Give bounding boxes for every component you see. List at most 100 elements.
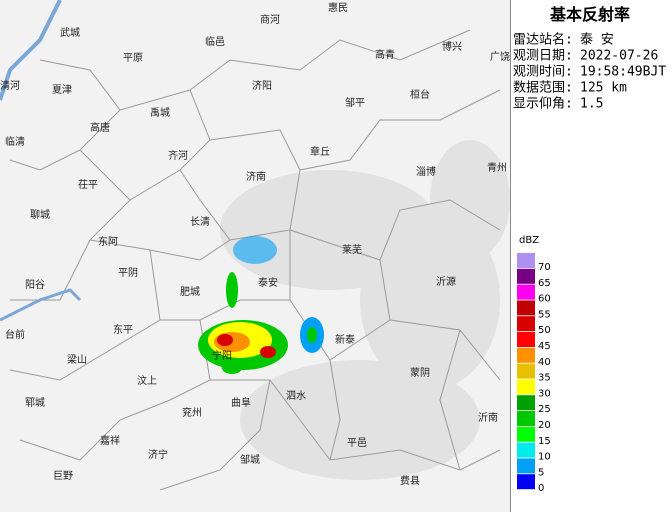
place-label: 郓城: [25, 397, 45, 409]
legend-label: 20: [538, 420, 551, 431]
legend-swatch: [517, 316, 535, 332]
place-label: 梁山: [67, 353, 87, 366]
legend-swatch: [517, 268, 535, 284]
place-label: 沂南: [478, 411, 498, 424]
place-label: 高青: [375, 48, 395, 61]
place-label: 汶上: [137, 374, 157, 387]
legend-label: 70: [538, 262, 551, 273]
place-label: 台前: [5, 328, 25, 341]
place-label: 夏津: [52, 84, 72, 96]
place-label: 蒙阴: [410, 366, 430, 379]
place-label: 嘉祥: [100, 434, 120, 447]
place-label: 邹城: [240, 453, 260, 466]
legend-unit: dBZ: [519, 235, 539, 246]
place-label: 临清: [5, 135, 25, 148]
terrain: [220, 140, 510, 480]
legend-label: 25: [538, 404, 551, 415]
legend-swatch: [517, 395, 535, 411]
legend-label: 45: [538, 341, 551, 352]
info-label: 数据范围:: [513, 81, 573, 96]
place-label: 东平: [113, 323, 133, 336]
legend-label: 50: [538, 325, 551, 336]
place-label: 泰安: [258, 276, 278, 289]
legend-label: 5: [538, 467, 544, 478]
place-label: 惠民: [328, 1, 348, 14]
place-label: 桓台: [410, 88, 430, 101]
place-label: 兖州: [182, 406, 202, 419]
legend-label: 30: [538, 388, 551, 399]
place-label: 费县: [400, 474, 420, 487]
info-value: 125 km: [580, 81, 627, 96]
place-label: 临邑: [205, 35, 225, 48]
legend-swatch: [517, 363, 535, 379]
boundaries: [9, 29, 501, 491]
river: [0, 0, 62, 101]
legend-swatch: [517, 347, 535, 363]
place-label: 泗水: [286, 390, 306, 402]
place-label: 济宁: [148, 448, 168, 461]
place-label: 青州: [487, 161, 507, 174]
legend-swatch: [517, 458, 535, 474]
legend-label: 10: [538, 452, 551, 463]
place-label: 济阳: [252, 79, 272, 92]
place-label: 平原: [123, 52, 143, 64]
info-label: 显示仰角:: [513, 97, 573, 112]
place-label: 淄博: [416, 165, 436, 178]
place-label: 平邑: [347, 437, 367, 449]
info-label: 雷达站名:: [513, 32, 573, 48]
legend-label: 60: [538, 294, 551, 305]
info-value: 19:58:49BJT: [580, 65, 666, 80]
info-value: 2022-07-26: [580, 49, 658, 64]
legend-label: 15: [538, 436, 551, 447]
place-label: 阳谷: [25, 279, 45, 291]
legend-label: 35: [538, 373, 551, 384]
place-label: 莱芜: [342, 243, 362, 256]
info-label: 观测日期:: [513, 49, 573, 64]
legend-swatch: [517, 474, 535, 490]
place-label: 武城: [60, 26, 80, 39]
legend-swatch: [517, 284, 535, 300]
panel-title: 基本反射率: [549, 5, 630, 24]
place-label: 新泰: [335, 333, 355, 346]
place-label: 沂源: [436, 275, 456, 288]
legend-swatch: [517, 442, 535, 458]
place-label: 东阿: [98, 235, 118, 248]
place-label: 广饶: [490, 50, 510, 63]
place-label: 曲阜: [231, 396, 251, 409]
legend-label: 65: [538, 278, 551, 289]
legend-swatch: [517, 300, 535, 316]
place-label: 邹平: [345, 96, 365, 109]
info-label: 观测时间:: [513, 65, 573, 80]
place-label: 肥城: [180, 286, 200, 298]
place-label: 宁阳: [212, 349, 232, 362]
legend-swatch: [517, 253, 535, 268]
info-value: 1.5: [580, 97, 603, 112]
legend-swatch: [517, 332, 535, 347]
legend-swatch: [517, 379, 535, 395]
place-label: 章丘: [310, 145, 330, 158]
legend-label: 55: [538, 309, 551, 320]
legend-swatch: [517, 426, 535, 442]
place-label: 高唐: [90, 121, 110, 134]
legend-label: 40: [538, 357, 551, 368]
info-value: 泰 安: [580, 33, 614, 48]
legend-label: 0: [538, 483, 544, 494]
place-label: 平阴: [118, 267, 138, 279]
legend-swatch: [517, 411, 535, 426]
place-label: 巨野: [53, 470, 73, 482]
place-label: 清河: [0, 79, 20, 92]
place-label: 聊城: [30, 208, 50, 221]
place-label: 博兴: [442, 40, 462, 53]
place-label: 茌平: [78, 179, 98, 191]
radar-echo: [198, 236, 324, 374]
river: [0, 288, 82, 322]
place-label: 长清: [190, 215, 210, 228]
place-label: 齐河: [168, 149, 188, 162]
place-label: 禹城: [150, 106, 170, 119]
place-label: 商河: [260, 13, 280, 26]
